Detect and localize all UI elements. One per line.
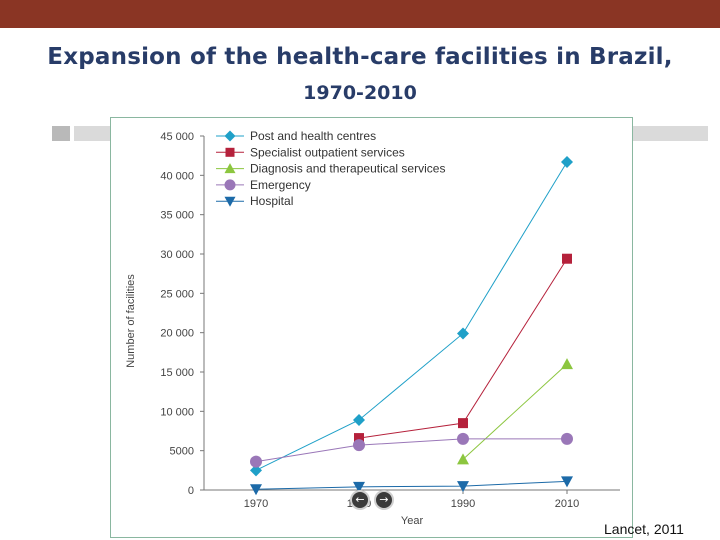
legend-label: Post and health centres xyxy=(250,129,376,143)
legend-marker xyxy=(224,163,236,174)
legend-label: Specialist outpatient services xyxy=(250,145,405,159)
legend-marker xyxy=(224,130,236,142)
data-point xyxy=(561,432,573,445)
next-slide-button[interactable]: → xyxy=(374,490,394,510)
legend-marker xyxy=(224,179,236,191)
legend-entry: Emergency xyxy=(216,178,311,192)
slide-subtitle: 1970-2010 xyxy=(303,82,417,104)
data-point xyxy=(353,439,365,452)
decor-bar-right xyxy=(633,126,708,141)
legend-label: Hospital xyxy=(250,194,293,208)
prev-slide-button[interactable]: ← xyxy=(350,490,370,510)
legend-entry: Hospital xyxy=(216,194,293,208)
series-line xyxy=(255,480,568,490)
data-point xyxy=(353,481,365,493)
y-tick-label: 45 000 xyxy=(160,131,194,143)
chart-plot-area xyxy=(250,155,573,496)
y-tick-label: 40 000 xyxy=(160,170,194,182)
series-line xyxy=(255,438,567,463)
y-axis-label: Number of facilities xyxy=(125,274,137,368)
chart-frame xyxy=(110,117,633,538)
y-tick-label: 5000 xyxy=(170,446,194,458)
title-bar xyxy=(0,0,720,28)
series-line xyxy=(358,258,568,439)
legend-entry: Specialist outpatient services xyxy=(216,145,405,159)
y-tick-label: 25 000 xyxy=(160,288,194,300)
legend-label: Diagnosis and therapeutical services xyxy=(250,162,445,176)
x-axis-label: Year xyxy=(401,515,424,527)
series-1 xyxy=(354,253,572,444)
data-point xyxy=(457,453,469,465)
data-point xyxy=(457,481,469,493)
data-point xyxy=(354,433,364,444)
data-point xyxy=(457,327,469,340)
y-tick-label: 0 xyxy=(188,485,194,497)
data-point xyxy=(561,155,573,168)
arrow-right-icon: → xyxy=(379,493,389,506)
data-point xyxy=(250,455,262,468)
legend-label: Emergency xyxy=(250,178,311,192)
series-4 xyxy=(250,476,573,496)
x-tick-label: 1970 xyxy=(244,498,268,510)
series-line xyxy=(255,161,568,471)
data-point xyxy=(562,253,572,264)
legend-entry: Diagnosis and therapeutical services xyxy=(216,162,445,176)
legend-marker xyxy=(224,196,236,207)
y-tick-label: 30 000 xyxy=(160,249,194,261)
y-tick-label: 35 000 xyxy=(160,210,194,222)
data-point xyxy=(458,418,468,429)
decor-bar-left xyxy=(74,126,110,141)
slide-title: Expansion of the health-care facilities … xyxy=(47,44,673,70)
x-tick-label: 1990 xyxy=(451,498,475,510)
chart-legend: Post and health centres Specialist outpat… xyxy=(216,129,445,208)
source-credit: Lancet, 2011 xyxy=(604,521,684,537)
x-tick-label: 2010 xyxy=(555,498,579,510)
y-tick-label: 15 000 xyxy=(160,367,194,379)
y-tick-label: 20 000 xyxy=(160,328,194,340)
series-0 xyxy=(250,155,573,477)
series-line xyxy=(462,363,568,460)
data-point xyxy=(250,464,262,477)
series-2 xyxy=(457,358,573,465)
decor-bar-left-dark xyxy=(52,126,70,141)
data-point xyxy=(561,358,573,370)
chart-axes: 0 5000 10 000 15 000 20 000 25 000 30 000 35 00… xyxy=(160,131,620,510)
data-point xyxy=(561,476,573,488)
legend-entry: Post and health centres xyxy=(216,129,376,143)
data-point xyxy=(250,484,262,496)
y-tick-label: 10 000 xyxy=(160,406,194,418)
series-3 xyxy=(250,432,573,468)
data-point xyxy=(457,432,469,445)
arrow-left-icon: ← xyxy=(355,493,365,506)
data-point xyxy=(353,413,365,426)
legend-marker xyxy=(225,147,235,157)
